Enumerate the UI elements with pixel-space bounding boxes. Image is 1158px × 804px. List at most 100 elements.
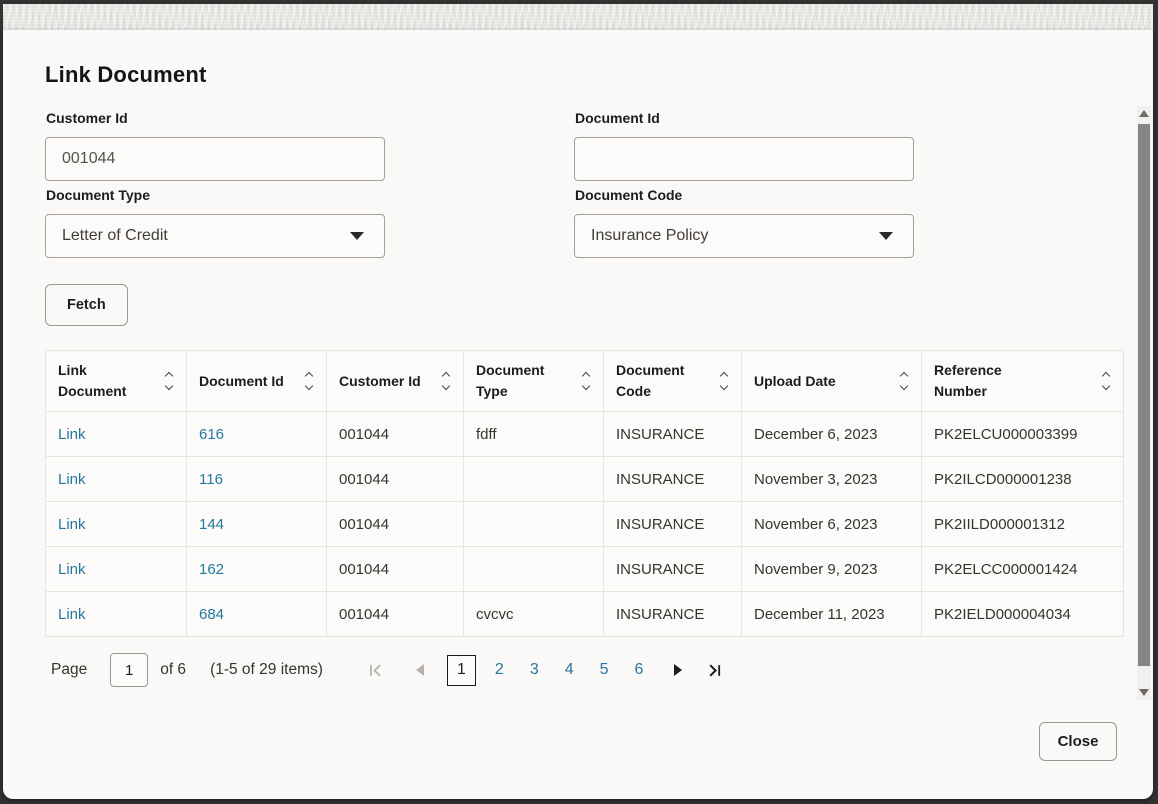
document-code-cell: INSURANCE xyxy=(603,591,742,637)
document-type-cell: fdff xyxy=(463,411,604,457)
chevron-down-icon xyxy=(899,381,909,391)
link-action[interactable]: Link xyxy=(58,605,86,623)
triangle-right-icon xyxy=(674,664,683,676)
document-type-field-group: Document Type Letter of Credit xyxy=(45,187,385,258)
col-header-upload-date: Upload Date xyxy=(741,350,922,412)
filter-form: Customer Id Document Id Document Type Le… xyxy=(45,110,914,258)
modal-content: Link Document Customer Id Document Id Do… xyxy=(3,30,1153,690)
next-page-icon[interactable] xyxy=(669,661,687,679)
chevron-down-icon xyxy=(719,381,729,391)
document-code-cell: INSURANCE xyxy=(603,501,742,547)
upload-date-cell: November 6, 2023 xyxy=(741,501,922,547)
customer-id-cell: 001044 xyxy=(326,501,464,547)
table-row: Link 616 001044 fdff INSURANCE December … xyxy=(45,411,1124,457)
chevron-up-icon xyxy=(581,371,591,381)
col-header-document-type: Document Type xyxy=(463,350,604,412)
table-row: Link 162 001044 INSURANCE November 9, 20… xyxy=(45,546,1124,592)
chevron-down-icon xyxy=(581,381,591,391)
document-code-cell: INSURANCE xyxy=(603,546,742,592)
document-code-select[interactable]: Insurance Policy xyxy=(574,214,914,258)
document-type-selected-value: Letter of Credit xyxy=(62,227,168,244)
sort-icon[interactable] xyxy=(717,371,731,391)
page-link[interactable]: 4 xyxy=(564,661,574,678)
customer-id-label: Customer Id xyxy=(46,110,128,126)
document-code-selected-value: Insurance Policy xyxy=(591,227,709,244)
document-code-label: Document Code xyxy=(575,187,683,203)
sort-icon[interactable] xyxy=(579,371,593,391)
document-id-link[interactable]: 684 xyxy=(199,605,225,623)
document-type-label: Document Type xyxy=(46,187,150,203)
chevron-down-icon xyxy=(164,381,174,391)
document-id-label: Document Id xyxy=(575,110,660,126)
document-type-select[interactable]: Letter of Credit xyxy=(45,214,385,258)
page-label: Page xyxy=(51,661,88,678)
document-id-link[interactable]: 162 xyxy=(199,560,225,578)
sort-icon[interactable] xyxy=(302,371,316,391)
sort-icon[interactable] xyxy=(439,371,453,391)
link-action[interactable]: Link xyxy=(58,560,86,578)
document-type-cell: cvcvc xyxy=(463,591,604,637)
document-id-field-group: Document Id xyxy=(574,110,914,181)
document-code-cell: INSURANCE xyxy=(603,411,742,457)
page-link[interactable]: 3 xyxy=(529,661,539,678)
customer-id-field-group: Customer Id xyxy=(45,110,385,181)
page-link[interactable]: 6 xyxy=(634,661,644,678)
link-document-modal: Link Document Customer Id Document Id Do… xyxy=(3,30,1153,799)
scroll-up-icon[interactable] xyxy=(1139,110,1149,117)
document-type-cell xyxy=(463,546,604,592)
chevron-down-icon xyxy=(879,232,893,240)
page-link[interactable]: 5 xyxy=(599,661,609,678)
chevron-down-icon xyxy=(441,381,451,391)
chevron-down-icon xyxy=(304,381,314,391)
document-type-cell xyxy=(463,456,604,502)
customer-id-cell: 001044 xyxy=(326,456,464,502)
document-type-cell xyxy=(463,501,604,547)
fetch-button[interactable]: Fetch xyxy=(45,284,128,326)
table-row: Link 144 001044 INSURANCE November 6, 20… xyxy=(45,501,1124,547)
pager-controls: 1 2 3 4 5 6 xyxy=(367,654,724,686)
reference-number-cell: PK2ELCC000001424 xyxy=(921,546,1124,592)
upload-date-cell: December 6, 2023 xyxy=(741,411,922,457)
reference-number-cell: PK2IILD000001312 xyxy=(921,501,1124,547)
upload-date-cell: November 9, 2023 xyxy=(741,546,922,592)
link-action[interactable]: Link xyxy=(58,425,86,443)
sort-icon[interactable] xyxy=(1099,371,1113,391)
documents-table: Link Document Document Id Customer Id Do… xyxy=(45,350,1124,637)
upload-date-cell: November 3, 2023 xyxy=(741,456,922,502)
close-button[interactable]: Close xyxy=(1039,722,1117,761)
col-header-customer-id: Customer Id xyxy=(326,350,464,412)
previous-page-icon[interactable] xyxy=(411,661,429,679)
first-page-icon[interactable] xyxy=(367,661,385,679)
link-action[interactable]: Link xyxy=(58,470,86,488)
current-page-indicator[interactable]: 1 xyxy=(446,654,476,686)
customer-id-cell: 001044 xyxy=(326,546,464,592)
vertical-scrollbar[interactable] xyxy=(1137,106,1151,700)
triangle-left-icon xyxy=(415,664,424,676)
last-page-icon[interactable] xyxy=(705,661,723,679)
upload-date-cell: December 11, 2023 xyxy=(741,591,922,637)
document-id-link[interactable]: 616 xyxy=(199,425,225,443)
customer-id-input[interactable] xyxy=(45,137,385,181)
link-action[interactable]: Link xyxy=(58,515,86,533)
page-count-label: of 6 xyxy=(160,661,187,678)
table-row: Link 116 001044 INSURANCE November 3, 20… xyxy=(45,456,1124,502)
document-id-input[interactable] xyxy=(574,137,914,181)
page-link[interactable]: 2 xyxy=(494,661,504,678)
sort-icon[interactable] xyxy=(897,371,911,391)
chevron-up-icon xyxy=(899,371,909,381)
document-id-link[interactable]: 144 xyxy=(199,515,225,533)
customer-id-cell: 001044 xyxy=(326,411,464,457)
pagination-bar: Page of 6 (1-5 of 29 items) 1 2 3 4 5 6 xyxy=(51,650,1153,690)
chevron-down-icon xyxy=(1101,381,1111,391)
col-header-reference-number: Reference Number xyxy=(921,350,1124,412)
table-row: Link 684 001044 cvcvc INSURANCE December… xyxy=(45,591,1124,637)
col-header-document-code: Document Code xyxy=(603,350,742,412)
document-id-link[interactable]: 116 xyxy=(199,470,223,488)
page-number-input[interactable] xyxy=(110,653,149,687)
chevron-up-icon xyxy=(164,371,174,381)
reference-number-cell: PK2ILCD000001238 xyxy=(921,456,1124,502)
scrollbar-thumb[interactable] xyxy=(1138,124,1150,666)
document-code-cell: INSURANCE xyxy=(603,456,742,502)
sort-icon[interactable] xyxy=(162,371,176,391)
scroll-down-icon[interactable] xyxy=(1139,689,1149,696)
